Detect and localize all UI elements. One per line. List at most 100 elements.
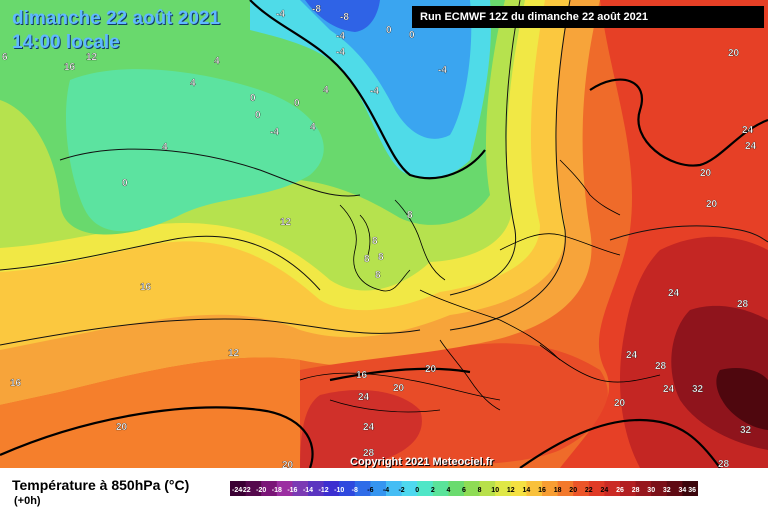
- legend-tick-label: 6: [462, 487, 466, 494]
- legend-swatch: [604, 481, 621, 496]
- map-value-labels: -4 -8 -8 -4 -4 0 0 -4 -4 16 6 12 4 4 0 0…: [2, 4, 757, 468]
- legend-tick-label: -2: [398, 487, 404, 494]
- legend-swatch: [386, 481, 403, 496]
- map-label: 4: [310, 122, 316, 133]
- temperature-map: -4 -8 -8 -4 -4 0 0 -4 -4 16 6 12 4 4 0 0…: [0, 0, 768, 468]
- map-label: -8: [312, 4, 321, 15]
- legend-tick-label: 26: [616, 487, 624, 494]
- legend-swatch: [464, 481, 481, 496]
- map-label: 4: [162, 142, 168, 153]
- map-label: 24: [363, 422, 375, 433]
- legend-tick-label: -16: [287, 487, 297, 494]
- map-label: 16: [10, 378, 22, 389]
- legend-tick-label: -8: [352, 487, 358, 494]
- map-label: -4: [336, 47, 345, 58]
- legend-swatch: [495, 481, 512, 496]
- map-label: 4: [323, 85, 329, 96]
- legend-tick-label: 24: [601, 487, 609, 494]
- map-label: 16: [356, 370, 368, 381]
- zone-minus4: [300, 0, 472, 139]
- map-label: 12: [280, 217, 292, 228]
- map-label: 6: [2, 52, 8, 63]
- map-label: 16: [64, 62, 76, 73]
- legend-tick-label: 22: [585, 487, 593, 494]
- map-label: -8: [340, 12, 349, 23]
- contour-bold-4: [519, 418, 721, 468]
- contour-thin-2: [0, 318, 421, 346]
- legend-swatch: [448, 481, 465, 496]
- legend-tick-label: 4: [446, 487, 450, 494]
- legend-swatch: [308, 481, 325, 496]
- legend-swatch: [682, 481, 698, 496]
- map-label: 24: [663, 384, 675, 395]
- contour-bold-5: [329, 367, 471, 382]
- legend-tick-label: 14: [523, 487, 531, 494]
- legend-subtitle: (+0h): [14, 495, 41, 507]
- legend-swatch: [510, 481, 527, 496]
- legend-tick-label: -12: [319, 487, 329, 494]
- legend-swatch: [417, 481, 434, 496]
- legend-swatch: [620, 481, 637, 496]
- map-label: 24: [626, 350, 638, 361]
- legend-swatch: [401, 481, 418, 496]
- contour-bold-1: [249, 0, 486, 180]
- map-label: 20: [728, 48, 740, 59]
- legend-swatch: [526, 481, 543, 496]
- legend-tick-label: 20: [569, 487, 577, 494]
- map-label: -4: [336, 31, 345, 42]
- legend-title: Température à 850hPa (°C): [12, 477, 190, 493]
- contour-thin-5: [449, 0, 571, 331]
- legend-swatch: [323, 481, 340, 496]
- legend-swatch: [542, 481, 559, 496]
- forecast-time: 14:00 locale: [12, 32, 120, 53]
- contour-thin-1: [0, 235, 321, 291]
- map-label: 24: [668, 288, 680, 299]
- legend-tick-label: -14: [303, 487, 313, 494]
- contour-bold-2: [0, 406, 314, 468]
- coastlines: [299, 159, 661, 413]
- map-label: 8: [407, 210, 413, 221]
- map-label: 28: [718, 459, 730, 468]
- map-label: -4: [438, 65, 447, 76]
- map-label: 24: [358, 392, 370, 403]
- map-label: -4: [370, 86, 379, 97]
- map-label: 8: [364, 254, 370, 265]
- legend-swatch: [354, 481, 371, 496]
- legend-swatch: [276, 481, 293, 496]
- legend-swatch: [432, 481, 449, 496]
- legend-swatch: [339, 481, 356, 496]
- map-label: 28: [655, 361, 667, 372]
- contour-bold-3: [589, 78, 768, 167]
- map-label: 0: [409, 30, 415, 41]
- legend-tick-label: -20: [256, 487, 266, 494]
- legend-swatch: [292, 481, 309, 496]
- legend-swatch: [479, 481, 496, 496]
- map-label: 20: [425, 364, 437, 375]
- color-scale: -24-22 -20 -18 -16 -14 -12 -10 -8 -6 -4 -2 0 2 4 6 8 10 1…: [230, 481, 698, 496]
- run-info: Run ECMWF 12Z du dimanche 22 août 2021: [412, 6, 764, 28]
- map-label: 28: [363, 448, 375, 459]
- legend-tick-label: 12: [507, 487, 515, 494]
- legend-tick-label: 2: [431, 487, 435, 494]
- zone-24-south: [300, 390, 422, 468]
- map-label: 28: [737, 299, 749, 310]
- legend-swatch: [230, 481, 247, 496]
- map-label: -4: [270, 127, 279, 138]
- legend-tick-label: 30: [647, 487, 655, 494]
- legend-swatch: [651, 481, 668, 496]
- map-label: 4: [214, 56, 220, 67]
- legend-tick-label: 0: [415, 487, 419, 494]
- zone-32-east: [716, 368, 768, 430]
- map-label: 20: [393, 383, 405, 394]
- map-label: 8: [375, 270, 381, 281]
- legend-tick-label: -4: [383, 487, 389, 494]
- map-label: 0: [255, 110, 261, 121]
- legend-swatch: [588, 481, 605, 496]
- map-label: 20: [700, 168, 712, 179]
- zone-2: [65, 69, 324, 232]
- legend-swatch: [635, 481, 652, 496]
- legend-tick-label: -18: [272, 487, 282, 494]
- map-label: 0: [294, 98, 300, 109]
- legend-swatch: [573, 481, 590, 496]
- legend-tick-label: -10: [334, 487, 344, 494]
